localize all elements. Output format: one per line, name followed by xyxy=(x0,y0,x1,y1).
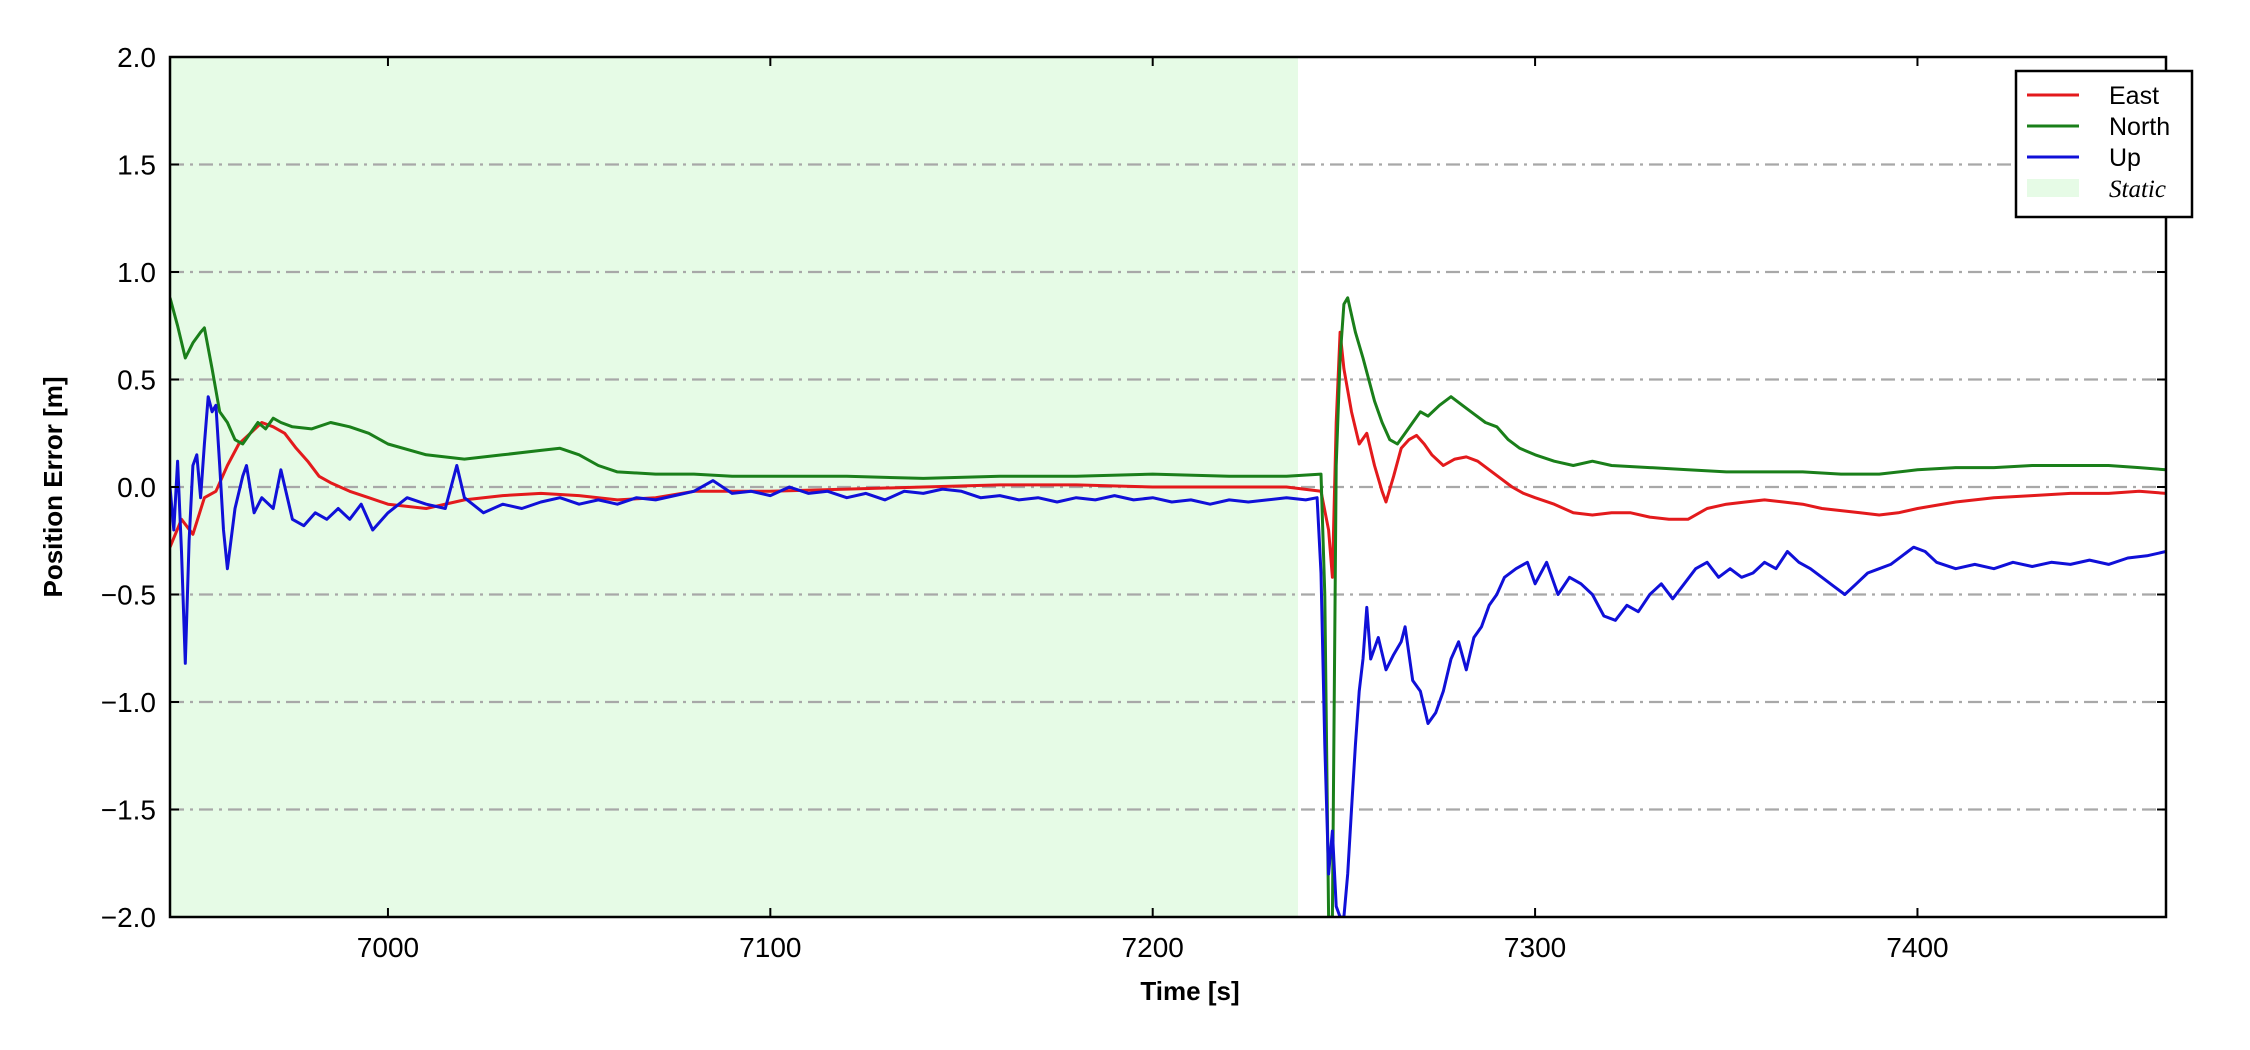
legend-swatch-static xyxy=(2027,179,2079,197)
legend-label-north: North xyxy=(2109,113,2170,141)
y-tick-label: −0.5 xyxy=(101,580,156,611)
series-lines xyxy=(170,296,2166,917)
series-line-up xyxy=(170,395,2166,917)
y-tick-label: −1.0 xyxy=(101,687,156,718)
series-line-north xyxy=(170,296,2166,917)
axis-ticks: 2.0 1.5 1.0 0.5 0.0 −0.5 −1.0 −1.5 −2.0 7000 7100 7… xyxy=(101,42,2166,963)
y-tick-label: −1.5 xyxy=(101,795,156,826)
y-tick-label: −2.0 xyxy=(101,902,156,933)
y-axis-title: Position Error [m] xyxy=(38,376,68,597)
series-line-east xyxy=(170,330,2166,579)
y-tick-label: 0.0 xyxy=(117,472,156,503)
legend-label-up: Up xyxy=(2109,144,2141,172)
x-tick-label: 7000 xyxy=(357,932,419,963)
y-tick-label: 1.0 xyxy=(117,257,156,288)
y-tick-label: 1.5 xyxy=(117,150,156,181)
legend: East North Up Static xyxy=(2014,69,2194,219)
gridlines xyxy=(170,163,2166,811)
x-tick-label: 7300 xyxy=(1504,932,1566,963)
x-tick-label: 7200 xyxy=(1122,932,1184,963)
x-tick-label: 7400 xyxy=(1886,932,1948,963)
x-axis-title: Time [s] xyxy=(1140,976,1239,1006)
legend-label-east: East xyxy=(2109,82,2159,110)
legend-label-static: Static xyxy=(2109,176,2166,203)
y-tick-label: 2.0 xyxy=(117,42,156,73)
y-tick-label: 0.5 xyxy=(117,365,156,396)
x-tick-label: 7100 xyxy=(739,932,801,963)
